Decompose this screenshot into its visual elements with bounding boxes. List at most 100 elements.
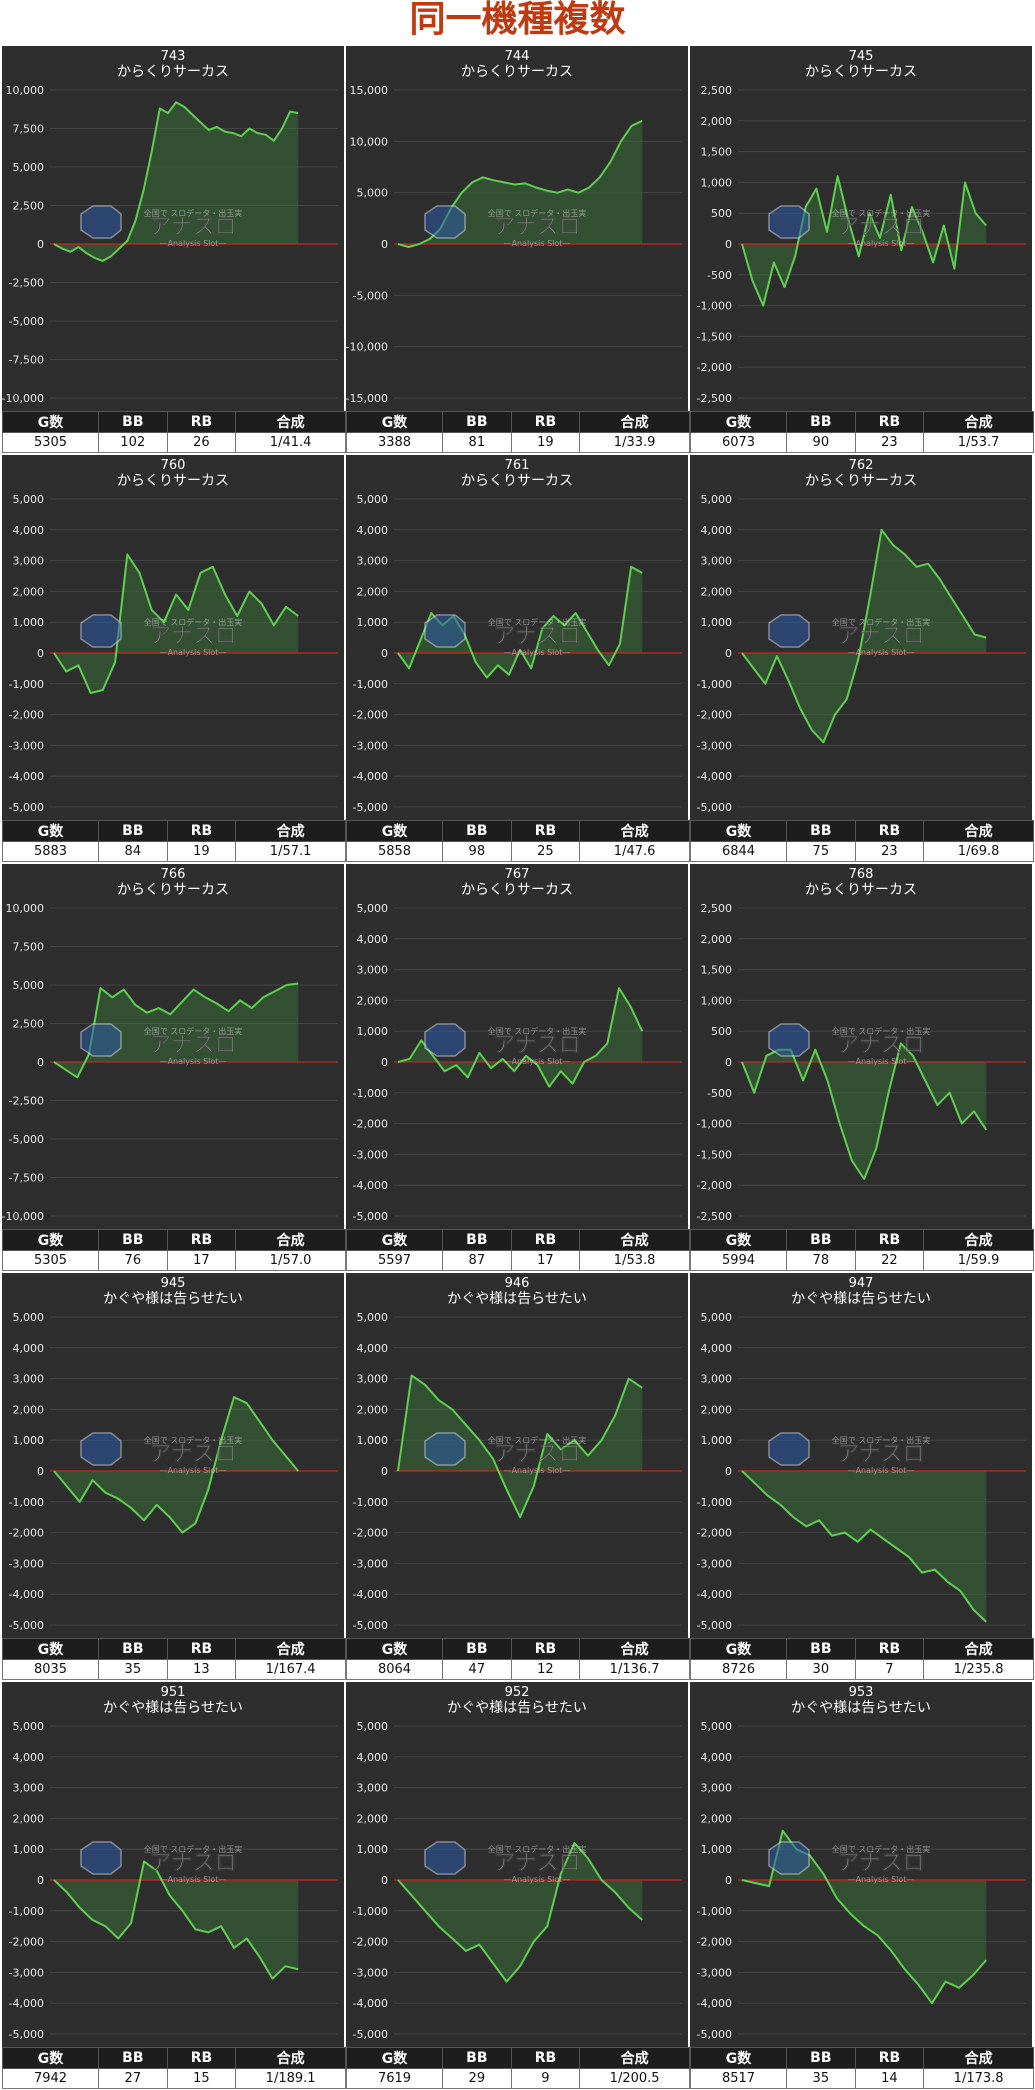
- chart-svg: -2,500 -2,000 -1,500 -1,000 -500 0 500 1,000 1,5…: [690, 864, 1032, 1229]
- y-tick-label: 4,000: [13, 524, 45, 537]
- stats-value-bb: 35: [786, 2068, 856, 2089]
- stats-value-bb: 102: [98, 432, 168, 453]
- stats-header: BB: [442, 411, 512, 433]
- stats-value-ratio: 1/189.1: [235, 2068, 346, 2089]
- y-tick-label: -1,000: [9, 1496, 44, 1509]
- stats-value-games: 6844: [689, 841, 788, 862]
- chart-background: [346, 864, 688, 1229]
- stats-value-games: 7619: [345, 2068, 444, 2089]
- y-tick-label: -1,000: [353, 1087, 388, 1100]
- y-tick-label: 5,000: [357, 493, 389, 506]
- y-tick-label: -7,500: [9, 1172, 44, 1185]
- stats-value-ratio: 1/53.7: [923, 432, 1034, 453]
- chart-title: 946: [505, 1276, 530, 1291]
- y-tick-label: 7,500: [13, 941, 45, 954]
- y-tick-label: -4,000: [353, 770, 388, 783]
- series-line: [53, 553, 299, 694]
- y-tick-label: 1,000: [357, 1025, 389, 1038]
- stats-header: BB: [98, 2047, 168, 2069]
- stats-header: RB: [166, 1229, 237, 1251]
- stats-value-bb: 81: [442, 432, 512, 453]
- chart-panel: -5,000 -4,000 -3,000 -2,000 -1,000 0 1,000 2,00…: [345, 1273, 690, 1680]
- logo-hex-icon: [80, 205, 122, 239]
- stats-header: 合成: [579, 411, 690, 433]
- stats-value-bb: 29: [442, 2068, 512, 2089]
- stats-header: BB: [786, 1229, 856, 1251]
- y-tick-label: 4,000: [701, 1751, 733, 1764]
- stats-header: BB: [442, 2047, 512, 2069]
- stats-header: G数: [345, 411, 444, 433]
- stats-value-ratio: 1/41.4: [235, 432, 346, 453]
- y-tick-label: 1,000: [701, 1434, 733, 1447]
- y-tick-label: -1,500: [697, 1148, 732, 1161]
- stats-header: 合成: [923, 1229, 1034, 1251]
- stats-table: G数 BB RB 合成 6073 90 23 1/53.7: [689, 411, 1034, 453]
- y-tick-label: -4,000: [9, 1588, 44, 1601]
- chart-background: [346, 455, 688, 820]
- watermark-tagline: —Analysis Slot—: [848, 648, 915, 657]
- stats-value-ratio: 1/136.7: [579, 1659, 690, 1680]
- logo-hex-icon: [80, 1432, 122, 1466]
- stats-header: BB: [98, 1638, 168, 1660]
- watermark-caption: 全国で スロデータ・出玉実: [488, 208, 587, 218]
- y-tick-label: 2,500: [701, 84, 733, 97]
- stats-header: G数: [1, 411, 100, 433]
- stats-header: G数: [689, 411, 788, 433]
- y-tick-label: 2,500: [701, 902, 733, 915]
- watermark-caption: 全国で スロデータ・出玉実: [832, 208, 931, 218]
- stats-header: RB: [510, 1229, 581, 1251]
- watermark-tagline: —Analysis Slot—: [848, 1875, 915, 1884]
- watermark-caption: 全国で スロデータ・出玉実: [832, 1844, 931, 1854]
- stats-header: 合成: [579, 2047, 690, 2069]
- y-tick-label: 3,000: [13, 1782, 45, 1795]
- y-tick-label: -2,000: [9, 1527, 44, 1540]
- y-tick-label: 4,000: [701, 1342, 733, 1355]
- y-tick-label: 2,500: [13, 1018, 45, 1031]
- y-tick-label: 0: [381, 1465, 388, 1478]
- y-tick-label: -4,000: [353, 1588, 388, 1601]
- stats-value-rb: 22: [854, 1250, 925, 1271]
- chart-background: [2, 1682, 344, 2047]
- watermark-caption: 全国で スロデータ・出玉実: [488, 1844, 587, 1854]
- y-tick-label: -1,000: [697, 1496, 732, 1509]
- logo-hex-icon: [768, 1841, 810, 1875]
- chart-svg: -2,500 -2,000 -1,500 -1,000 -500 0 500 1,000 1,5…: [690, 46, 1032, 411]
- y-tick-label: 1,000: [701, 616, 733, 629]
- stats-header: RB: [854, 2047, 925, 2069]
- stats-value-games: 7942: [1, 2068, 100, 2089]
- chart-background: [346, 46, 688, 411]
- y-tick-label: 10,000: [6, 902, 45, 915]
- stats-header: BB: [786, 2047, 856, 2069]
- y-tick-label: 5,000: [13, 979, 45, 992]
- stats-header: RB: [166, 1638, 237, 1660]
- stats-header: RB: [854, 1638, 925, 1660]
- series-area: [54, 102, 299, 261]
- y-tick-label: -2,000: [697, 1179, 732, 1192]
- y-tick-label: -2,000: [697, 709, 732, 722]
- y-tick-label: -3,000: [697, 739, 732, 752]
- chart-title: 953: [849, 1685, 874, 1700]
- y-tick-label: 0: [37, 1056, 44, 1069]
- chart-subtitle: かぐや様は告らせたい: [103, 1291, 243, 1307]
- chart-svg: -15,000 -10,000 -5,000 0 5,000 10,000 15,000 74…: [346, 46, 688, 411]
- y-tick-label: 5,000: [13, 161, 45, 174]
- y-tick-label: 0: [37, 647, 44, 660]
- stats-value-ratio: 1/57.1: [235, 841, 346, 862]
- y-tick-label: 2,000: [701, 115, 733, 128]
- stats-value-rb: 19: [166, 841, 237, 862]
- watermark-caption: 全国で スロデータ・出玉実: [488, 1435, 587, 1445]
- watermark-tagline: —Analysis Slot—: [160, 1057, 227, 1066]
- chart-title: 743: [161, 49, 186, 64]
- y-tick-label: 4,000: [357, 1751, 389, 1764]
- watermark-brand: アナスロ: [493, 1033, 581, 1058]
- stats-value-bb: 27: [98, 2068, 168, 2089]
- logo-hex-icon: [768, 1023, 810, 1057]
- stats-value-rb: 17: [510, 1250, 581, 1271]
- series-area: [742, 1471, 987, 1622]
- stats-value-ratio: 1/57.0: [235, 1250, 346, 1271]
- watermark-caption: 全国で スロデータ・出玉実: [832, 1435, 931, 1445]
- y-tick-label: -5,000: [697, 1619, 732, 1632]
